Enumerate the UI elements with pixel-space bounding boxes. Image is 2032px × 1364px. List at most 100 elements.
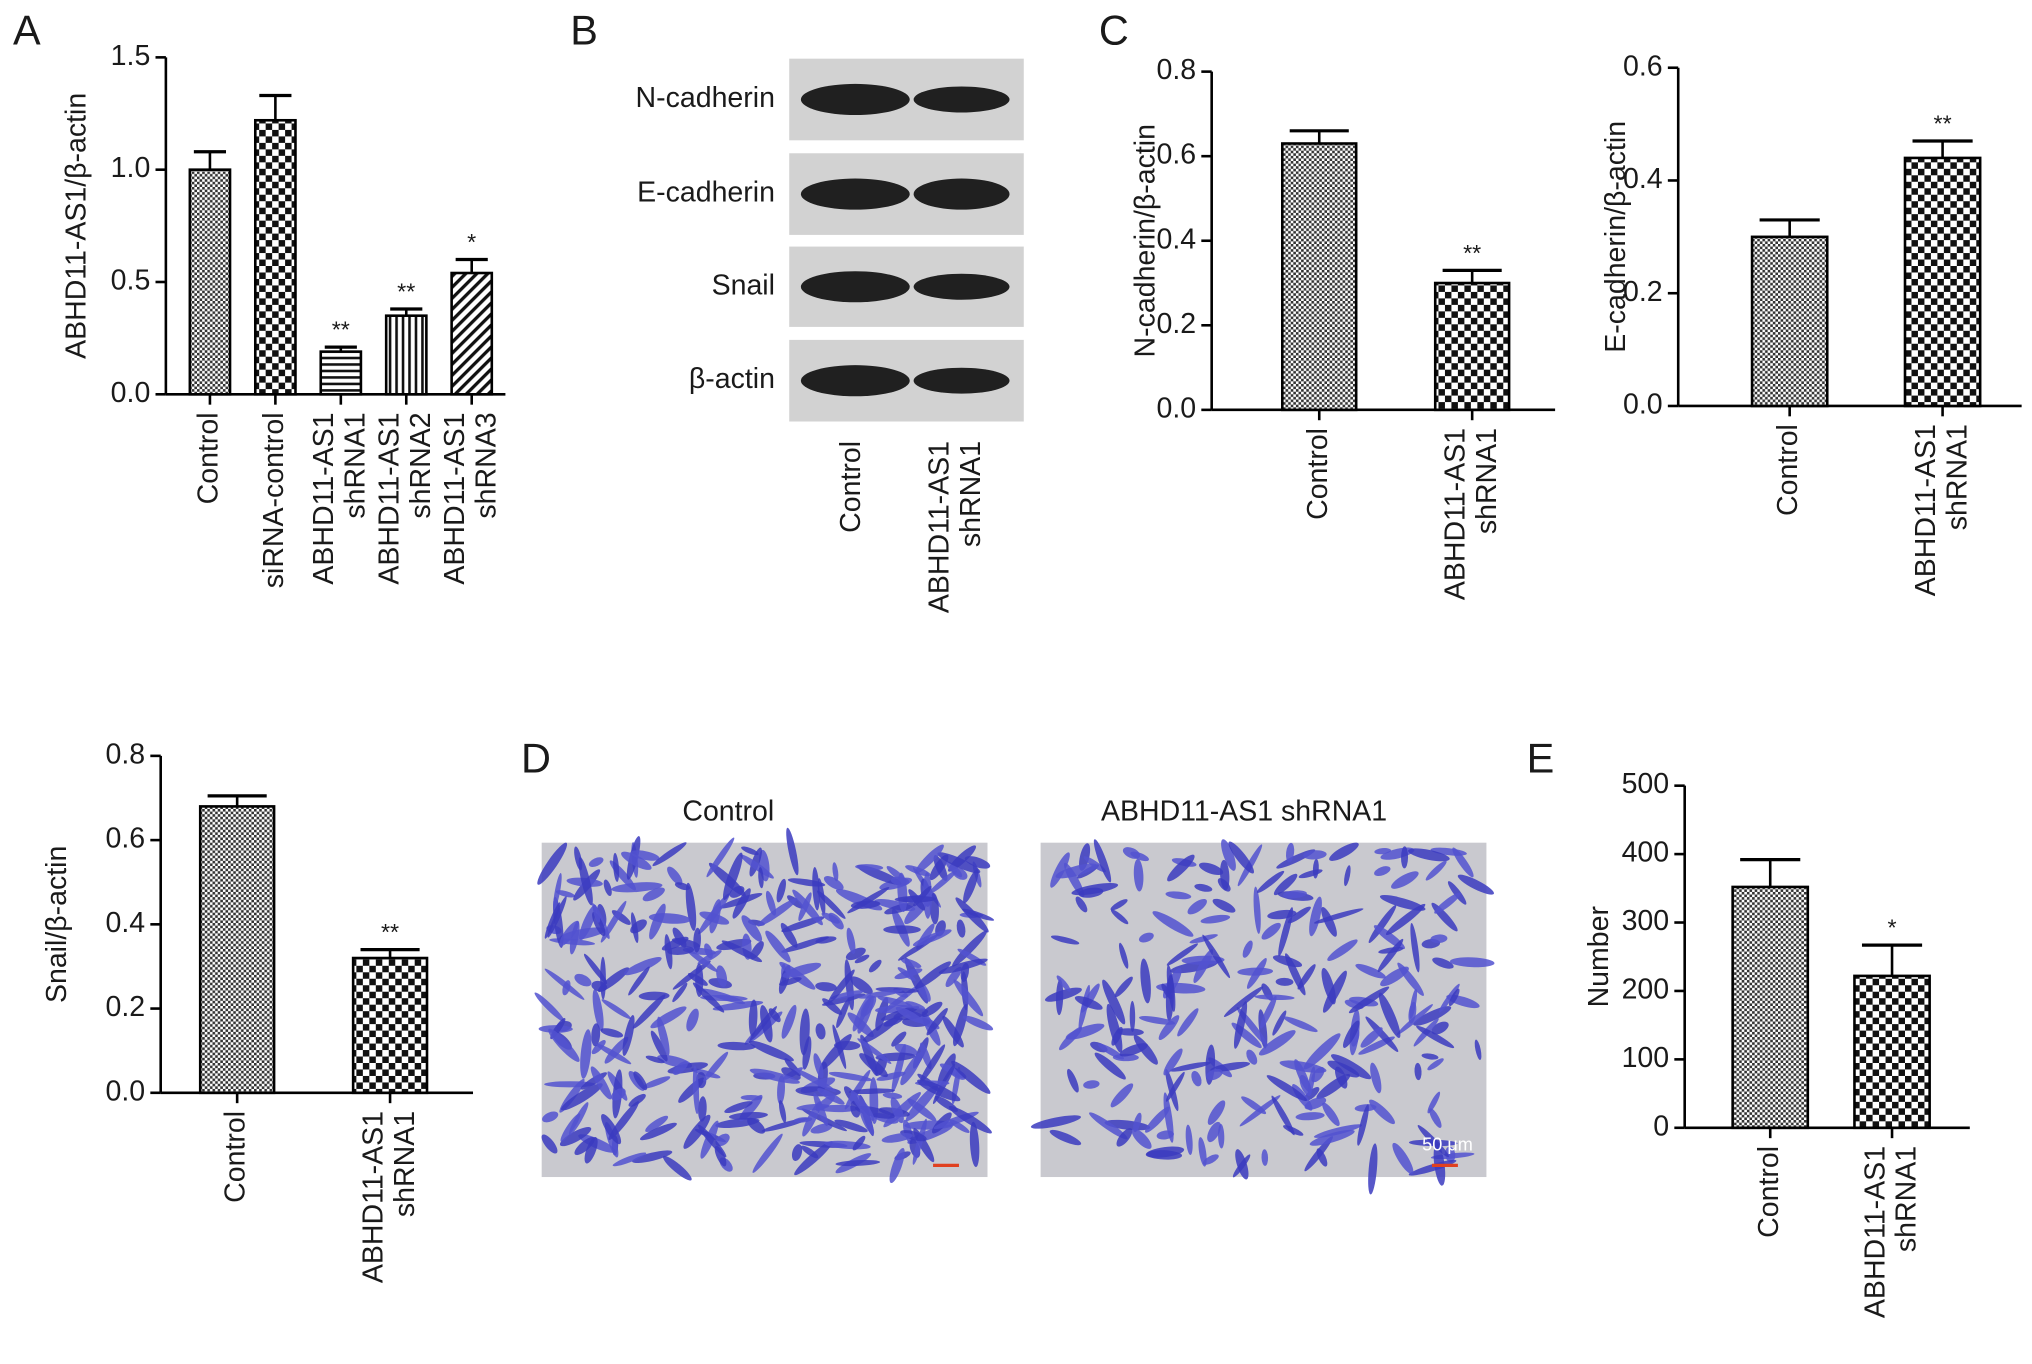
cell: [1187, 898, 1207, 915]
bar: [254, 118, 297, 396]
significance-label: *: [1888, 915, 1897, 941]
x-tick-label: ABHD11-AS1shRNA1: [1439, 428, 1502, 600]
cell: [1030, 1115, 1081, 1129]
cell: [1198, 862, 1224, 876]
cell: [574, 1137, 595, 1156]
cell: [1140, 958, 1151, 1004]
cell: [652, 842, 687, 867]
cell: [890, 876, 910, 886]
cell: [1322, 1102, 1340, 1127]
cell: [1165, 1071, 1185, 1102]
cell: [642, 1076, 671, 1089]
cell: [781, 1004, 797, 1039]
cell: [832, 862, 839, 882]
cell: [1344, 865, 1351, 887]
cell: [963, 869, 979, 904]
cell: [1256, 870, 1285, 893]
cell: [1434, 892, 1461, 914]
cell: [792, 889, 823, 926]
y-tick-label: 0.8: [106, 738, 146, 770]
cell: [603, 879, 612, 897]
cell: [945, 966, 962, 988]
cell: [623, 956, 662, 976]
cell: [1198, 1137, 1207, 1167]
cell: [1261, 922, 1281, 940]
cell: [1146, 1150, 1183, 1160]
cell: [1202, 1154, 1219, 1165]
cell: [900, 1130, 927, 1142]
cell: [741, 846, 759, 856]
cell: [747, 1117, 766, 1134]
cell: [1131, 1128, 1152, 1149]
cell: [1114, 976, 1133, 998]
cell: [1093, 839, 1112, 883]
y-tick-label: 0.0: [1623, 389, 1663, 421]
cell: [561, 1083, 603, 1111]
x-tick-label: ABHD11-AS1shRNA1: [357, 1111, 420, 1283]
cell: [1421, 1053, 1439, 1060]
cell: [1078, 887, 1104, 898]
western-blot: N-cadherin E-cadherin Snail β-actin Control A…: [636, 58, 1024, 613]
cell: [768, 1008, 781, 1023]
y-axis-label: Snail/β-actin: [41, 846, 73, 1003]
cell: [698, 1124, 727, 1158]
cell: [1212, 898, 1236, 913]
cell: [1321, 906, 1337, 937]
cell: [1210, 1061, 1251, 1072]
cell: [719, 893, 763, 909]
cell: [1167, 854, 1195, 882]
bar-chart: 0.0 0.5 1.0 1.5 ABHD11-AS1/β-actin Control siR…: [60, 40, 506, 588]
cell: [611, 882, 663, 893]
cell: [601, 1114, 622, 1145]
cell: [875, 997, 889, 1031]
cell: [815, 1023, 826, 1040]
cell: [1316, 1074, 1351, 1100]
x-tick-label: Control: [1753, 1146, 1785, 1238]
cell: [1322, 970, 1347, 1013]
cell: [1177, 1008, 1199, 1037]
cell: [559, 920, 580, 947]
cell: [580, 1029, 592, 1079]
cell: [905, 1083, 939, 1122]
cell: [1329, 842, 1359, 861]
cell: [1074, 996, 1103, 1010]
cell: [928, 870, 958, 894]
cell: [537, 842, 568, 885]
cell: [1185, 1124, 1193, 1156]
micrograph-title: Control: [682, 795, 774, 827]
cell: [698, 893, 730, 935]
y-tick-label: 200: [1622, 973, 1670, 1005]
cell: [741, 915, 763, 942]
cell: [813, 1053, 824, 1079]
cell: [1273, 873, 1298, 896]
y-axis-label: E-cadherin/β-actin: [1600, 121, 1632, 353]
cell: [752, 1133, 783, 1173]
cell: [639, 1122, 677, 1141]
cell: [588, 857, 604, 867]
cell: [900, 958, 922, 968]
cell: [645, 1115, 669, 1132]
cell: [1050, 852, 1070, 888]
cell: [1163, 1092, 1174, 1143]
cell: [868, 959, 882, 973]
bar: [351, 956, 429, 1095]
cell: [1417, 1125, 1449, 1158]
cell: [1425, 860, 1447, 881]
x-tick-label: siRNA-control: [258, 412, 290, 588]
blot-label: β-actin: [689, 363, 775, 395]
x-tick-label: ABHD11-AS1shRNA3: [439, 412, 502, 584]
cell: [786, 827, 799, 876]
cell: [1430, 934, 1448, 944]
cell: [823, 876, 844, 891]
cell: [716, 965, 728, 988]
y-tick-label: 500: [1622, 768, 1670, 800]
cell: [907, 1098, 937, 1122]
cell: [1233, 1001, 1248, 1049]
cell: [779, 961, 816, 990]
bar: [1281, 142, 1358, 412]
cell: [1360, 1027, 1383, 1048]
x-tick-label: ABHD11-AS1shRNA2: [373, 412, 436, 584]
y-tick-label: 0.0: [111, 377, 151, 409]
cell: [827, 969, 855, 1004]
cell: [650, 1030, 668, 1062]
